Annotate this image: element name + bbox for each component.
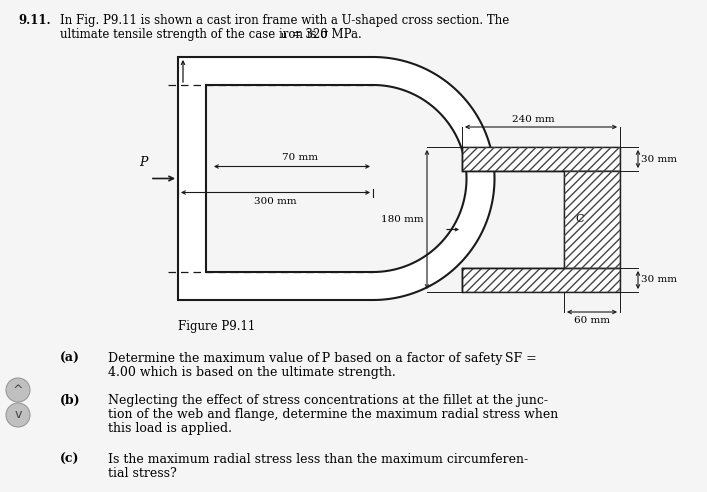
Text: 4.00 which is based on the ultimate strength.: 4.00 which is based on the ultimate stre… xyxy=(108,366,396,379)
Text: ultimate tensile strength of the case iron is σ: ultimate tensile strength of the case ir… xyxy=(60,28,328,41)
Text: Determine the maximum value of P based on a factor of safety SF =: Determine the maximum value of P based o… xyxy=(108,352,537,365)
Polygon shape xyxy=(178,57,494,300)
Text: this load is applied.: this load is applied. xyxy=(108,422,232,435)
Text: Is the maximum radial stress less than the maximum circumferen-: Is the maximum radial stress less than t… xyxy=(108,453,528,466)
Text: Figure P9.11: Figure P9.11 xyxy=(178,320,255,333)
Text: tion of the web and flange, determine the maximum radial stress when: tion of the web and flange, determine th… xyxy=(108,408,559,421)
Text: C: C xyxy=(575,215,584,224)
Text: P: P xyxy=(139,155,148,168)
Text: tial stress?: tial stress? xyxy=(108,467,177,480)
Bar xyxy=(462,147,620,171)
Text: 240 mm: 240 mm xyxy=(512,115,554,124)
Text: 180 mm: 180 mm xyxy=(381,215,424,224)
Bar xyxy=(462,147,620,171)
Text: (b): (b) xyxy=(60,394,81,407)
Bar xyxy=(564,171,620,268)
Text: u: u xyxy=(281,31,287,40)
Text: 30 mm: 30 mm xyxy=(641,154,677,163)
Text: 60 mm: 60 mm xyxy=(574,316,610,325)
Text: ^: ^ xyxy=(13,383,23,397)
Text: In Fig. P9.11 is shown a cast iron frame with a U-shaped cross section. The: In Fig. P9.11 is shown a cast iron frame… xyxy=(60,14,509,27)
Circle shape xyxy=(6,378,30,402)
Text: v: v xyxy=(14,408,22,422)
Text: (c): (c) xyxy=(60,453,79,466)
Text: 30 mm: 30 mm xyxy=(641,276,677,284)
Circle shape xyxy=(6,403,30,427)
Text: 9.11.: 9.11. xyxy=(18,14,51,27)
Text: Neglecting the effect of stress concentrations at the fillet at the junc-: Neglecting the effect of stress concentr… xyxy=(108,394,548,407)
Bar xyxy=(564,171,620,268)
Text: 300 mm: 300 mm xyxy=(255,196,297,206)
Polygon shape xyxy=(206,85,467,272)
Bar xyxy=(462,268,620,292)
Bar xyxy=(462,268,620,292)
Text: (a): (a) xyxy=(60,352,80,365)
Text: 70 mm: 70 mm xyxy=(281,154,317,162)
Text: = 320 MPa.: = 320 MPa. xyxy=(288,28,362,41)
